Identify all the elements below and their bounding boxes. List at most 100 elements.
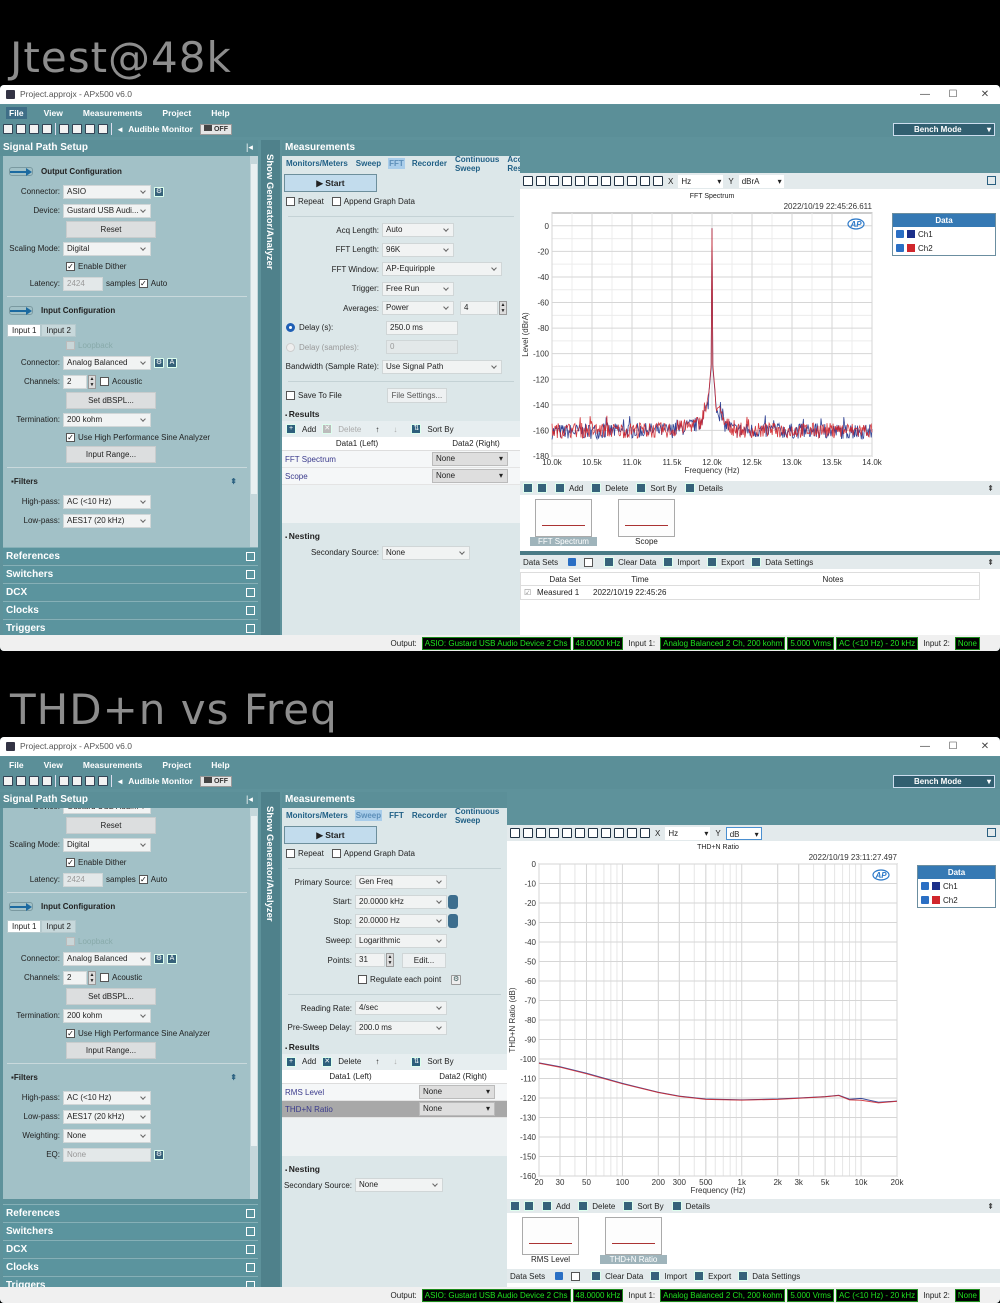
- tab-fft[interactable]: FFT: [388, 158, 405, 169]
- dropdown-field[interactable]: 200 kohm: [63, 1008, 151, 1023]
- result-name[interactable]: FFT Spectrum: [285, 455, 336, 464]
- sort-by-button[interactable]: Sort By: [427, 1057, 454, 1066]
- first-icon[interactable]: [510, 1201, 520, 1211]
- setting-field[interactable]: Free Run: [382, 281, 454, 296]
- sort-icon[interactable]: ⇅: [411, 1056, 422, 1067]
- graph-view-icon[interactable]: [614, 828, 624, 838]
- sort-button[interactable]: Sort By: [637, 1201, 664, 1211]
- data-settings-button[interactable]: Data Settings: [765, 557, 814, 567]
- delete-button[interactable]: Delete: [338, 424, 362, 434]
- setting-field[interactable]: 96K: [382, 242, 454, 257]
- data-settings-button[interactable]: Data Settings: [752, 1271, 801, 1281]
- add-icon[interactable]: [555, 483, 565, 493]
- check-all-icon[interactable]: [555, 1272, 564, 1280]
- graph-thumbnail[interactable]: THD+N Ratio: [600, 1217, 667, 1269]
- averages-spinner[interactable]: ▲ ▼: [499, 301, 507, 316]
- menu-view[interactable]: View: [43, 760, 63, 770]
- audible-monitor-toggle[interactable]: OFF: [199, 123, 232, 135]
- collapse-icon[interactable]: ⇞: [230, 476, 237, 486]
- cursor-icon[interactable]: [588, 828, 598, 838]
- file-settings-button[interactable]: File Settings...: [386, 387, 447, 403]
- menu-project[interactable]: Project: [162, 760, 192, 770]
- gear-icon[interactable]: ⚙: [154, 953, 164, 964]
- maximize-icon[interactable]: ☐: [948, 89, 958, 100]
- data-settings-icon[interactable]: [738, 1271, 749, 1281]
- acoustic-checkbox[interactable]: [100, 973, 109, 982]
- scrollbar-thumb[interactable]: [251, 164, 257, 494]
- pan-icon[interactable]: [562, 828, 572, 838]
- setting-field[interactable]: Use Signal Path: [382, 359, 502, 374]
- dropdown-field[interactable]: 200 kohm: [63, 412, 151, 427]
- add-button[interactable]: Add: [556, 1201, 571, 1211]
- maximize-icon[interactable]: ☐: [948, 741, 958, 752]
- zoom-icon[interactable]: [562, 176, 572, 186]
- move-down-icon[interactable]: ↓: [393, 1057, 398, 1066]
- legend-item-ch1[interactable]: Ch1: [893, 227, 995, 241]
- dropdown-field[interactable]: Digital: [63, 241, 151, 256]
- y-unit-dropdown[interactable]: dB: [725, 826, 762, 841]
- repeat-checkbox[interactable]: [286, 849, 295, 859]
- data-set-checkbox[interactable]: ☑: [524, 588, 532, 597]
- collapse-icon[interactable]: ⇞: [987, 1201, 994, 1211]
- checkbox[interactable]: ✓: [66, 857, 75, 867]
- popout-icon[interactable]: [246, 1263, 255, 1272]
- collapse-icon[interactable]: ⇞: [987, 483, 994, 493]
- result-row[interactable]: RMS Level None: [282, 1083, 507, 1101]
- clear-data-icon[interactable]: [604, 557, 615, 567]
- close-icon[interactable]: ✕: [980, 89, 990, 100]
- audible-monitor-toggle[interactable]: OFF: [199, 775, 232, 787]
- last-icon[interactable]: [537, 483, 547, 493]
- fx-icon[interactable]: [640, 176, 650, 186]
- bench-mode-dropdown[interactable]: Bench Mode: [893, 123, 995, 136]
- points-spinner[interactable]: ▲ ▼: [386, 953, 394, 968]
- last-icon[interactable]: [524, 1201, 534, 1211]
- tab-continuous-sweep[interactable]: Continuous Sweep: [454, 156, 500, 173]
- close-icon[interactable]: ✕: [980, 741, 990, 752]
- up-down-buttons[interactable]: [448, 894, 458, 909]
- pin-icon[interactable]: |◂: [246, 794, 253, 804]
- section-references[interactable]: References: [3, 1204, 258, 1221]
- legend-checkbox[interactable]: [921, 882, 929, 890]
- data2-dropdown[interactable]: None: [432, 469, 508, 483]
- section-dcx[interactable]: DCX: [3, 583, 258, 600]
- result-name[interactable]: Scope: [285, 472, 308, 481]
- print-icon[interactable]: [536, 828, 546, 838]
- setting-field[interactable]: 200.0 ms: [355, 1020, 447, 1035]
- new-file-icon[interactable]: [3, 776, 13, 786]
- gear-icon[interactable]: ⚙: [154, 186, 164, 197]
- popout-icon[interactable]: [246, 588, 255, 597]
- sort-icon[interactable]: ⇅: [411, 424, 422, 434]
- tab-recorder[interactable]: Recorder: [411, 811, 447, 820]
- import-button[interactable]: Import: [664, 1271, 688, 1281]
- menu-view[interactable]: View: [43, 108, 63, 118]
- delete-icon[interactable]: ✕: [322, 1056, 333, 1067]
- action-button[interactable]: Reset: [66, 221, 156, 238]
- action-button[interactable]: Set dBSPL...: [66, 392, 156, 409]
- append-checkbox[interactable]: [331, 197, 341, 207]
- minimize-icon[interactable]: —: [920, 741, 930, 752]
- import-icon[interactable]: [650, 1271, 661, 1281]
- dropdown-field[interactable]: AES17 (20 kHz): [63, 513, 151, 528]
- fx-icon[interactable]: [627, 828, 637, 838]
- save-graph-icon[interactable]: [510, 828, 520, 838]
- dropdown-field[interactable]: None: [63, 1128, 151, 1143]
- dropdown-field[interactable]: Analog Balanced: [63, 951, 151, 966]
- delete-button[interactable]: Delete: [592, 1201, 616, 1211]
- dropdown-field[interactable]: Digital: [63, 837, 151, 852]
- data-settings-icon[interactable]: [751, 557, 762, 567]
- save-icon[interactable]: [29, 124, 39, 134]
- setting-field[interactable]: AP-Equiripple: [382, 262, 502, 277]
- dropdown-field[interactable]: Gustard USB Audi...: [63, 808, 151, 814]
- splitter[interactable]: [520, 551, 1000, 555]
- section-references[interactable]: References: [3, 547, 258, 564]
- minimize-icon[interactable]: —: [920, 89, 930, 100]
- menu-measurements[interactable]: Measurements: [82, 108, 143, 118]
- gear-icon[interactable]: ⚙: [154, 357, 164, 368]
- menu-file[interactable]: File: [9, 760, 24, 770]
- scrollbar-thumb[interactable]: [251, 816, 257, 1146]
- section-clocks[interactable]: Clocks: [3, 1258, 258, 1275]
- gear-icon[interactable]: ⚙: [154, 1149, 164, 1160]
- append-checkbox[interactable]: [331, 849, 341, 859]
- tab-continuous-sweep[interactable]: Continuous Sweep: [454, 808, 500, 825]
- meter-icon[interactable]: [72, 124, 82, 134]
